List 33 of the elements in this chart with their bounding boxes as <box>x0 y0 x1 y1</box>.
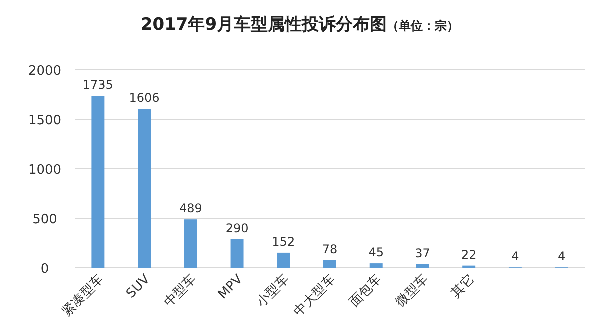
x-tick-label: 小型车 <box>254 272 292 310</box>
bar <box>324 260 336 268</box>
x-tick-label: 微型车 <box>393 272 432 310</box>
bar <box>416 264 430 268</box>
data-label: 290 <box>226 221 249 236</box>
y-tick-label: 2000 <box>28 64 62 79</box>
bar <box>277 252 290 268</box>
x-tick-label: 面包车 <box>347 272 386 310</box>
data-label: 152 <box>272 234 296 249</box>
y-tick-label: 1500 <box>28 114 62 128</box>
data-label: 78 <box>322 242 338 256</box>
bar <box>370 264 383 268</box>
data-label: 1606 <box>129 91 160 106</box>
y-tick-label: 500 <box>32 212 58 228</box>
data-label: 4 <box>512 250 520 264</box>
data-label: 45 <box>368 246 384 260</box>
data-label: 489 <box>179 202 202 216</box>
data-label: 37 <box>415 246 430 260</box>
data-label: 1735 <box>82 78 114 92</box>
chart-title: 2017年9月车型属性投诉分布图 <box>140 15 388 35</box>
bar <box>230 239 244 268</box>
bar <box>92 96 105 268</box>
x-tick-label: 紧凑型车 <box>60 272 108 320</box>
x-tick-label: 中型车 <box>162 272 200 310</box>
x-tick-label: 其它 <box>448 272 478 302</box>
y-tick-label: 1000 <box>28 163 62 178</box>
x-tick-label: 中大型车 <box>291 272 339 320</box>
chart-subtitle: （单位：宗） <box>387 19 460 33</box>
bar <box>138 109 152 268</box>
data-label: 4 <box>558 250 566 264</box>
y-tick-label: 0 <box>40 262 50 277</box>
bar <box>184 220 198 268</box>
data-label: 22 <box>461 248 477 262</box>
